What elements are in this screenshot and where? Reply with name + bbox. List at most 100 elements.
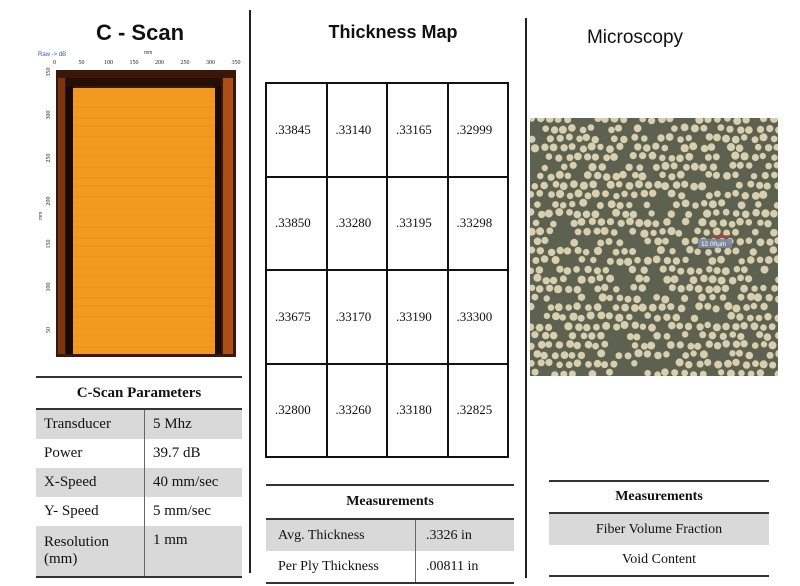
fiber bbox=[756, 369, 765, 376]
param-row: Power 39.7 dB bbox=[36, 439, 242, 468]
fiber bbox=[570, 219, 578, 227]
fiber bbox=[579, 126, 587, 134]
x-tick-label: 50 bbox=[79, 60, 85, 66]
fiber bbox=[633, 295, 641, 304]
fiber bbox=[681, 199, 690, 208]
fiber bbox=[568, 332, 577, 340]
fiber bbox=[583, 227, 591, 236]
fiber bbox=[740, 134, 748, 141]
fiber bbox=[719, 294, 727, 301]
fiber bbox=[636, 164, 644, 172]
fiber bbox=[640, 266, 648, 274]
fiber bbox=[714, 118, 721, 123]
fiber bbox=[743, 304, 750, 311]
fiber bbox=[629, 248, 637, 255]
fiber bbox=[647, 341, 656, 350]
fiber bbox=[695, 267, 703, 275]
fiber bbox=[654, 180, 662, 189]
fiber bbox=[597, 331, 605, 340]
fiber bbox=[700, 200, 708, 207]
fiber bbox=[601, 361, 609, 369]
fiber bbox=[654, 237, 663, 246]
fiber bbox=[620, 118, 628, 124]
fiber bbox=[556, 134, 564, 142]
fiber bbox=[751, 153, 759, 162]
fiber bbox=[566, 192, 574, 200]
grid-cell: .32800 bbox=[265, 362, 328, 458]
fiber bbox=[704, 321, 711, 329]
fiber bbox=[631, 342, 639, 349]
fiber bbox=[712, 227, 721, 236]
measurement-label: Avg. Thickness bbox=[266, 519, 416, 551]
fiber bbox=[727, 311, 736, 320]
y-tick-label: 300 bbox=[46, 111, 52, 120]
fiber bbox=[643, 201, 651, 209]
fiber bbox=[722, 134, 730, 143]
fiber bbox=[631, 133, 639, 141]
fiber bbox=[738, 369, 745, 376]
fiber bbox=[723, 172, 731, 180]
fiber bbox=[733, 118, 742, 125]
fiber bbox=[593, 246, 603, 255]
fiber bbox=[682, 256, 689, 263]
fiber bbox=[613, 192, 620, 200]
fiber bbox=[759, 190, 768, 199]
grid-cell: .33165 bbox=[386, 82, 449, 178]
fiber bbox=[763, 333, 772, 341]
fiber bbox=[545, 153, 553, 160]
thickness-title: Thickness Map bbox=[328, 22, 458, 42]
fiber bbox=[747, 256, 755, 264]
fiber bbox=[774, 370, 778, 376]
fiber bbox=[666, 341, 675, 349]
fiber bbox=[644, 237, 652, 245]
fiber bbox=[661, 368, 669, 376]
y-tick-label: 250 bbox=[46, 154, 52, 163]
fiber bbox=[643, 144, 651, 152]
fiber bbox=[591, 153, 599, 161]
fiber bbox=[699, 331, 707, 339]
param-value: 40 mm/sec bbox=[144, 468, 242, 497]
fiber bbox=[770, 209, 778, 218]
scale-label-box bbox=[698, 239, 732, 248]
fiber bbox=[704, 302, 712, 310]
fiber bbox=[663, 351, 670, 358]
measurement-label: Void Content bbox=[549, 545, 769, 577]
fiber bbox=[601, 340, 609, 348]
fiber bbox=[694, 227, 701, 235]
fiber bbox=[709, 293, 716, 301]
fiber bbox=[648, 118, 656, 125]
fiber bbox=[681, 217, 690, 226]
fiber bbox=[709, 219, 717, 228]
fiber bbox=[564, 118, 572, 124]
param-label: Resolution (mm) bbox=[36, 526, 145, 578]
fiber bbox=[544, 209, 553, 218]
fiber bbox=[686, 267, 695, 275]
fiber bbox=[738, 258, 745, 265]
fiber bbox=[740, 284, 748, 293]
fiber bbox=[548, 191, 555, 198]
measurement-row: Per Ply Thickness .00811 in bbox=[266, 551, 514, 584]
thickness-measurements-title: Measurements bbox=[266, 484, 514, 520]
fiber bbox=[686, 246, 694, 254]
fiber bbox=[670, 275, 679, 284]
fiber bbox=[756, 256, 764, 264]
fiber bbox=[568, 124, 576, 132]
fiber bbox=[663, 313, 671, 321]
param-row: Y- Speed 5 mm/sec bbox=[36, 497, 242, 526]
fiber bbox=[532, 219, 540, 227]
fiber bbox=[531, 331, 539, 339]
fiber bbox=[635, 219, 644, 227]
grid-row: .33845 .33140 .33165 .32999 bbox=[265, 82, 509, 178]
fiber bbox=[634, 143, 642, 151]
fiber bbox=[534, 201, 541, 208]
fiber bbox=[619, 170, 627, 179]
fiber bbox=[598, 293, 607, 302]
fiber bbox=[717, 255, 725, 264]
fiber bbox=[601, 118, 609, 123]
fiber bbox=[635, 274, 644, 283]
fiber bbox=[531, 293, 539, 301]
fiber bbox=[740, 322, 748, 330]
fiber bbox=[705, 285, 714, 294]
fiber bbox=[654, 371, 661, 376]
fiber bbox=[698, 218, 707, 227]
